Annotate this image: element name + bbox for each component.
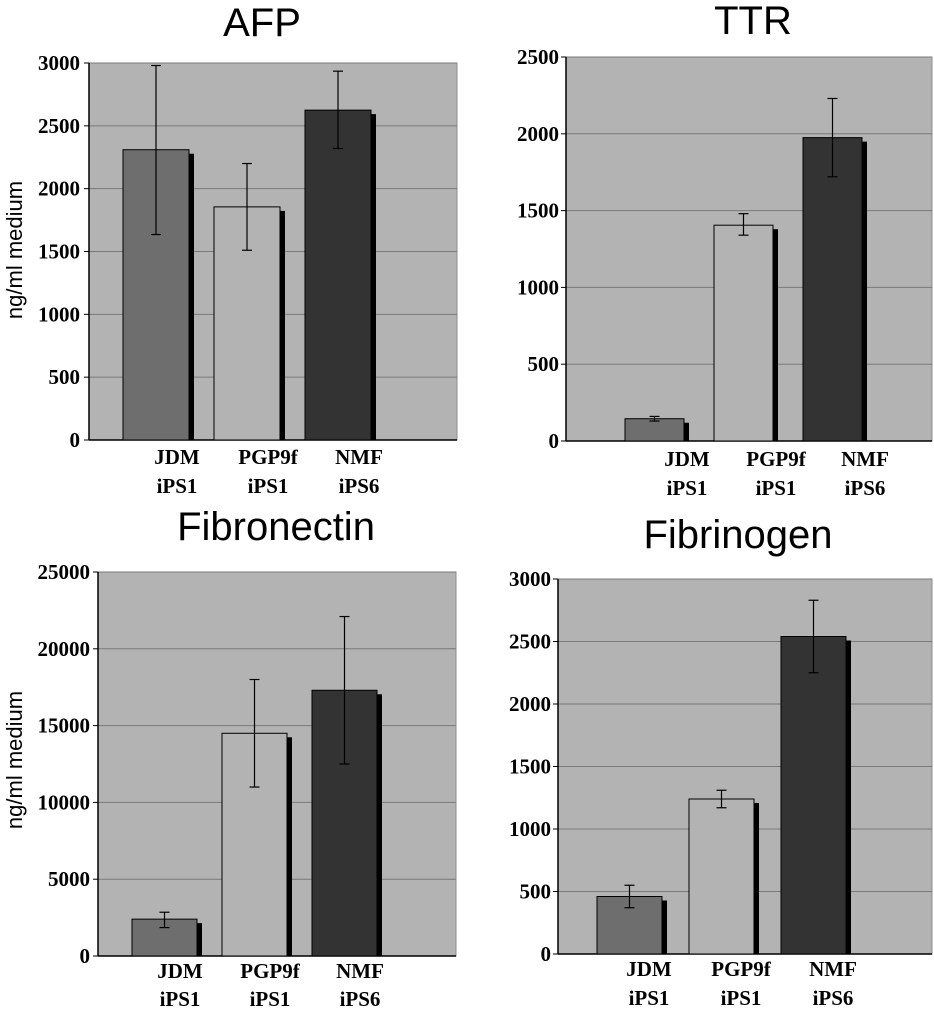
x-category-label: iPS1	[160, 987, 201, 1011]
y-tick-label: 2500	[517, 45, 559, 69]
ttr-chart: 0 500 1000 1500 2000 2500 JDM iPS1 PGP9f iPS1 NMF i…	[517, 0, 933, 500]
y-tick-label: 1000	[517, 275, 559, 299]
bar	[780, 636, 847, 955]
x-category-label: iPS1	[721, 986, 762, 1010]
y-tick-label: 1500	[517, 199, 559, 223]
y-tick-label: 5000	[48, 867, 90, 891]
y-tick-label: 15000	[38, 714, 91, 738]
x-category-label: JDM	[157, 959, 203, 983]
x-category-label: iPS1	[629, 986, 670, 1010]
x-category-label: iPS1	[667, 476, 708, 500]
y-tick-label: 20000	[38, 637, 91, 661]
y-tick-label: 0	[70, 428, 81, 452]
y-tick-label: 2500	[38, 114, 80, 138]
y-tick-label: 1000	[38, 302, 80, 326]
y-tick-label: 0	[541, 942, 552, 966]
x-category-label: PGP9f	[711, 957, 771, 981]
y-tick-label: 0	[80, 944, 91, 968]
y-tick-label: 25000	[38, 560, 91, 584]
x-category-label: NMF	[841, 447, 889, 471]
x-category-label: PGP9f	[240, 959, 300, 983]
x-category-label: NMF	[335, 445, 383, 469]
y-axis-label: ng/ml medium	[2, 691, 27, 829]
y-tick-label: 1000	[509, 817, 551, 841]
fibronectin-chart: 0 5000 10000 15000 20000 25000 JDM iPS1 PGP9f iPS…	[2, 505, 457, 1011]
chart-title: AFP	[223, 1, 301, 45]
bar	[802, 137, 863, 442]
x-category-label: iPS1	[157, 474, 198, 498]
fibrinogen-chart: 0 500 1000 1500 2000 2500 3000 JDM iPS1 PGP9f iPS1…	[509, 513, 933, 1010]
y-tick-label: 1500	[38, 240, 80, 264]
bar	[688, 798, 755, 955]
bar	[624, 418, 685, 442]
y-tick-label: 2500	[509, 630, 551, 654]
y-tick-label: 2000	[509, 692, 551, 716]
y-tick-label: 3000	[38, 51, 80, 75]
y-tick-label: 2000	[38, 177, 80, 201]
x-category-label: PGP9f	[746, 447, 806, 471]
x-category-label: NMF	[336, 959, 384, 983]
y-tick-label: 10000	[38, 790, 91, 814]
chart-title: TTR	[714, 0, 792, 43]
x-category-label: JDM	[154, 445, 200, 469]
x-category-label: JDM	[626, 957, 672, 981]
x-category-label: iPS6	[845, 476, 886, 500]
y-tick-label: 500	[528, 352, 560, 376]
x-category-label: PGP9f	[238, 445, 298, 469]
bar	[713, 224, 774, 442]
x-category-label: NMF	[809, 957, 857, 981]
y-tick-label: 500	[49, 365, 81, 389]
x-category-label: iPS6	[339, 474, 380, 498]
chart-title: Fibrinogen	[643, 513, 832, 557]
afp-chart: 0 500 1000 1500 2000 2500 3000 JDM iPS1 PGP9f iPS1…	[2, 1, 458, 498]
y-tick-label: 3000	[509, 567, 551, 591]
y-tick-label: 2000	[517, 122, 559, 146]
y-tick-label: 1500	[509, 755, 551, 779]
x-category-label: iPS6	[813, 986, 854, 1010]
x-category-label: iPS1	[250, 987, 291, 1011]
y-tick-label: 500	[520, 880, 552, 904]
x-category-label: JDM	[664, 447, 710, 471]
bar	[304, 109, 372, 441]
x-category-label: iPS6	[340, 987, 381, 1011]
y-tick-label: 0	[549, 429, 560, 453]
x-category-label: iPS1	[248, 474, 289, 498]
y-axis-label: ng/ml medium	[2, 181, 27, 319]
chart-title: Fibronectin	[177, 505, 375, 549]
x-category-label: iPS1	[756, 476, 797, 500]
